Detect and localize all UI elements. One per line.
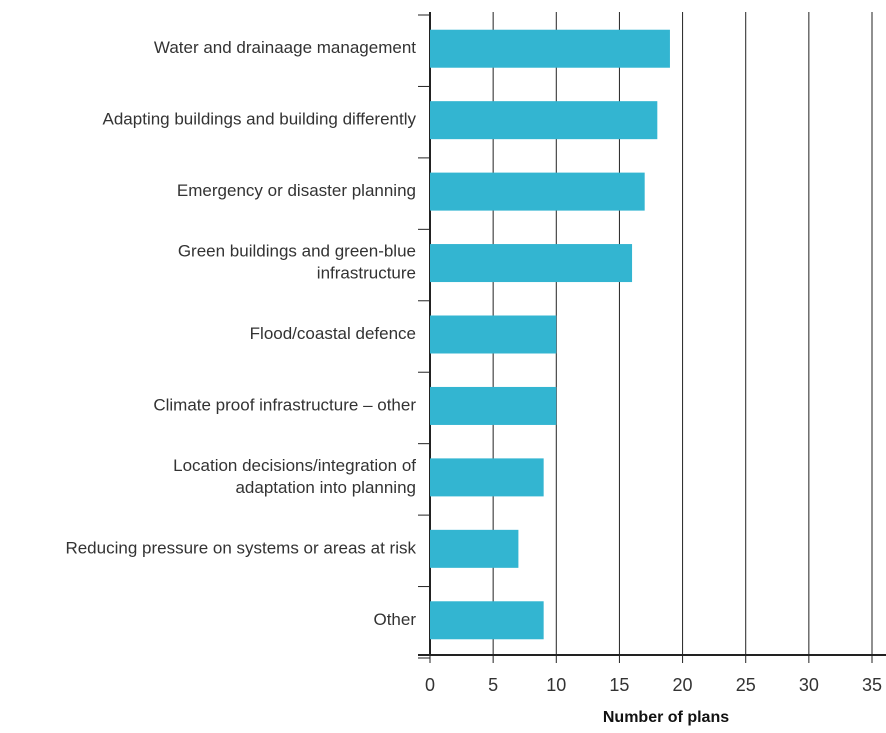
y-tick-label: Reducing pressure on systems or areas at… xyxy=(65,538,416,557)
x-tick-label: 20 xyxy=(673,675,693,695)
y-tick-label: Green buildings and green-blue xyxy=(178,242,416,261)
y-tick-label: adaptation into planning xyxy=(235,478,416,497)
x-tick-label: 10 xyxy=(546,675,566,695)
bar xyxy=(430,458,544,497)
x-tick-label: 0 xyxy=(425,675,435,695)
bar xyxy=(430,601,544,640)
y-tick-label: Adapting buildings and building differen… xyxy=(103,110,417,129)
bar xyxy=(430,29,670,68)
bar xyxy=(430,244,633,283)
bar xyxy=(430,529,519,568)
y-tick-label: Emergency or disaster planning xyxy=(177,181,416,200)
x-tick-label: 30 xyxy=(799,675,819,695)
bar xyxy=(430,172,645,211)
x-tick-label: 5 xyxy=(488,675,498,695)
y-tick-label: Flood/coastal defence xyxy=(250,324,416,343)
y-tick-label: Location decisions/integration of xyxy=(173,456,416,475)
y-tick-label: Other xyxy=(373,610,416,629)
x-axis-title: Number of plans xyxy=(603,709,729,726)
y-tick-label: Water and drainaage management xyxy=(154,38,416,57)
x-tick-label: 15 xyxy=(609,675,629,695)
y-tick-label: infrastructure xyxy=(317,264,416,283)
x-tick-label: 25 xyxy=(736,675,756,695)
bar xyxy=(430,386,557,425)
y-tick-label: Climate proof infrastructure – other xyxy=(153,395,416,414)
bar xyxy=(430,315,557,354)
x-tick-label: 35 xyxy=(862,675,882,695)
bar xyxy=(430,101,658,140)
